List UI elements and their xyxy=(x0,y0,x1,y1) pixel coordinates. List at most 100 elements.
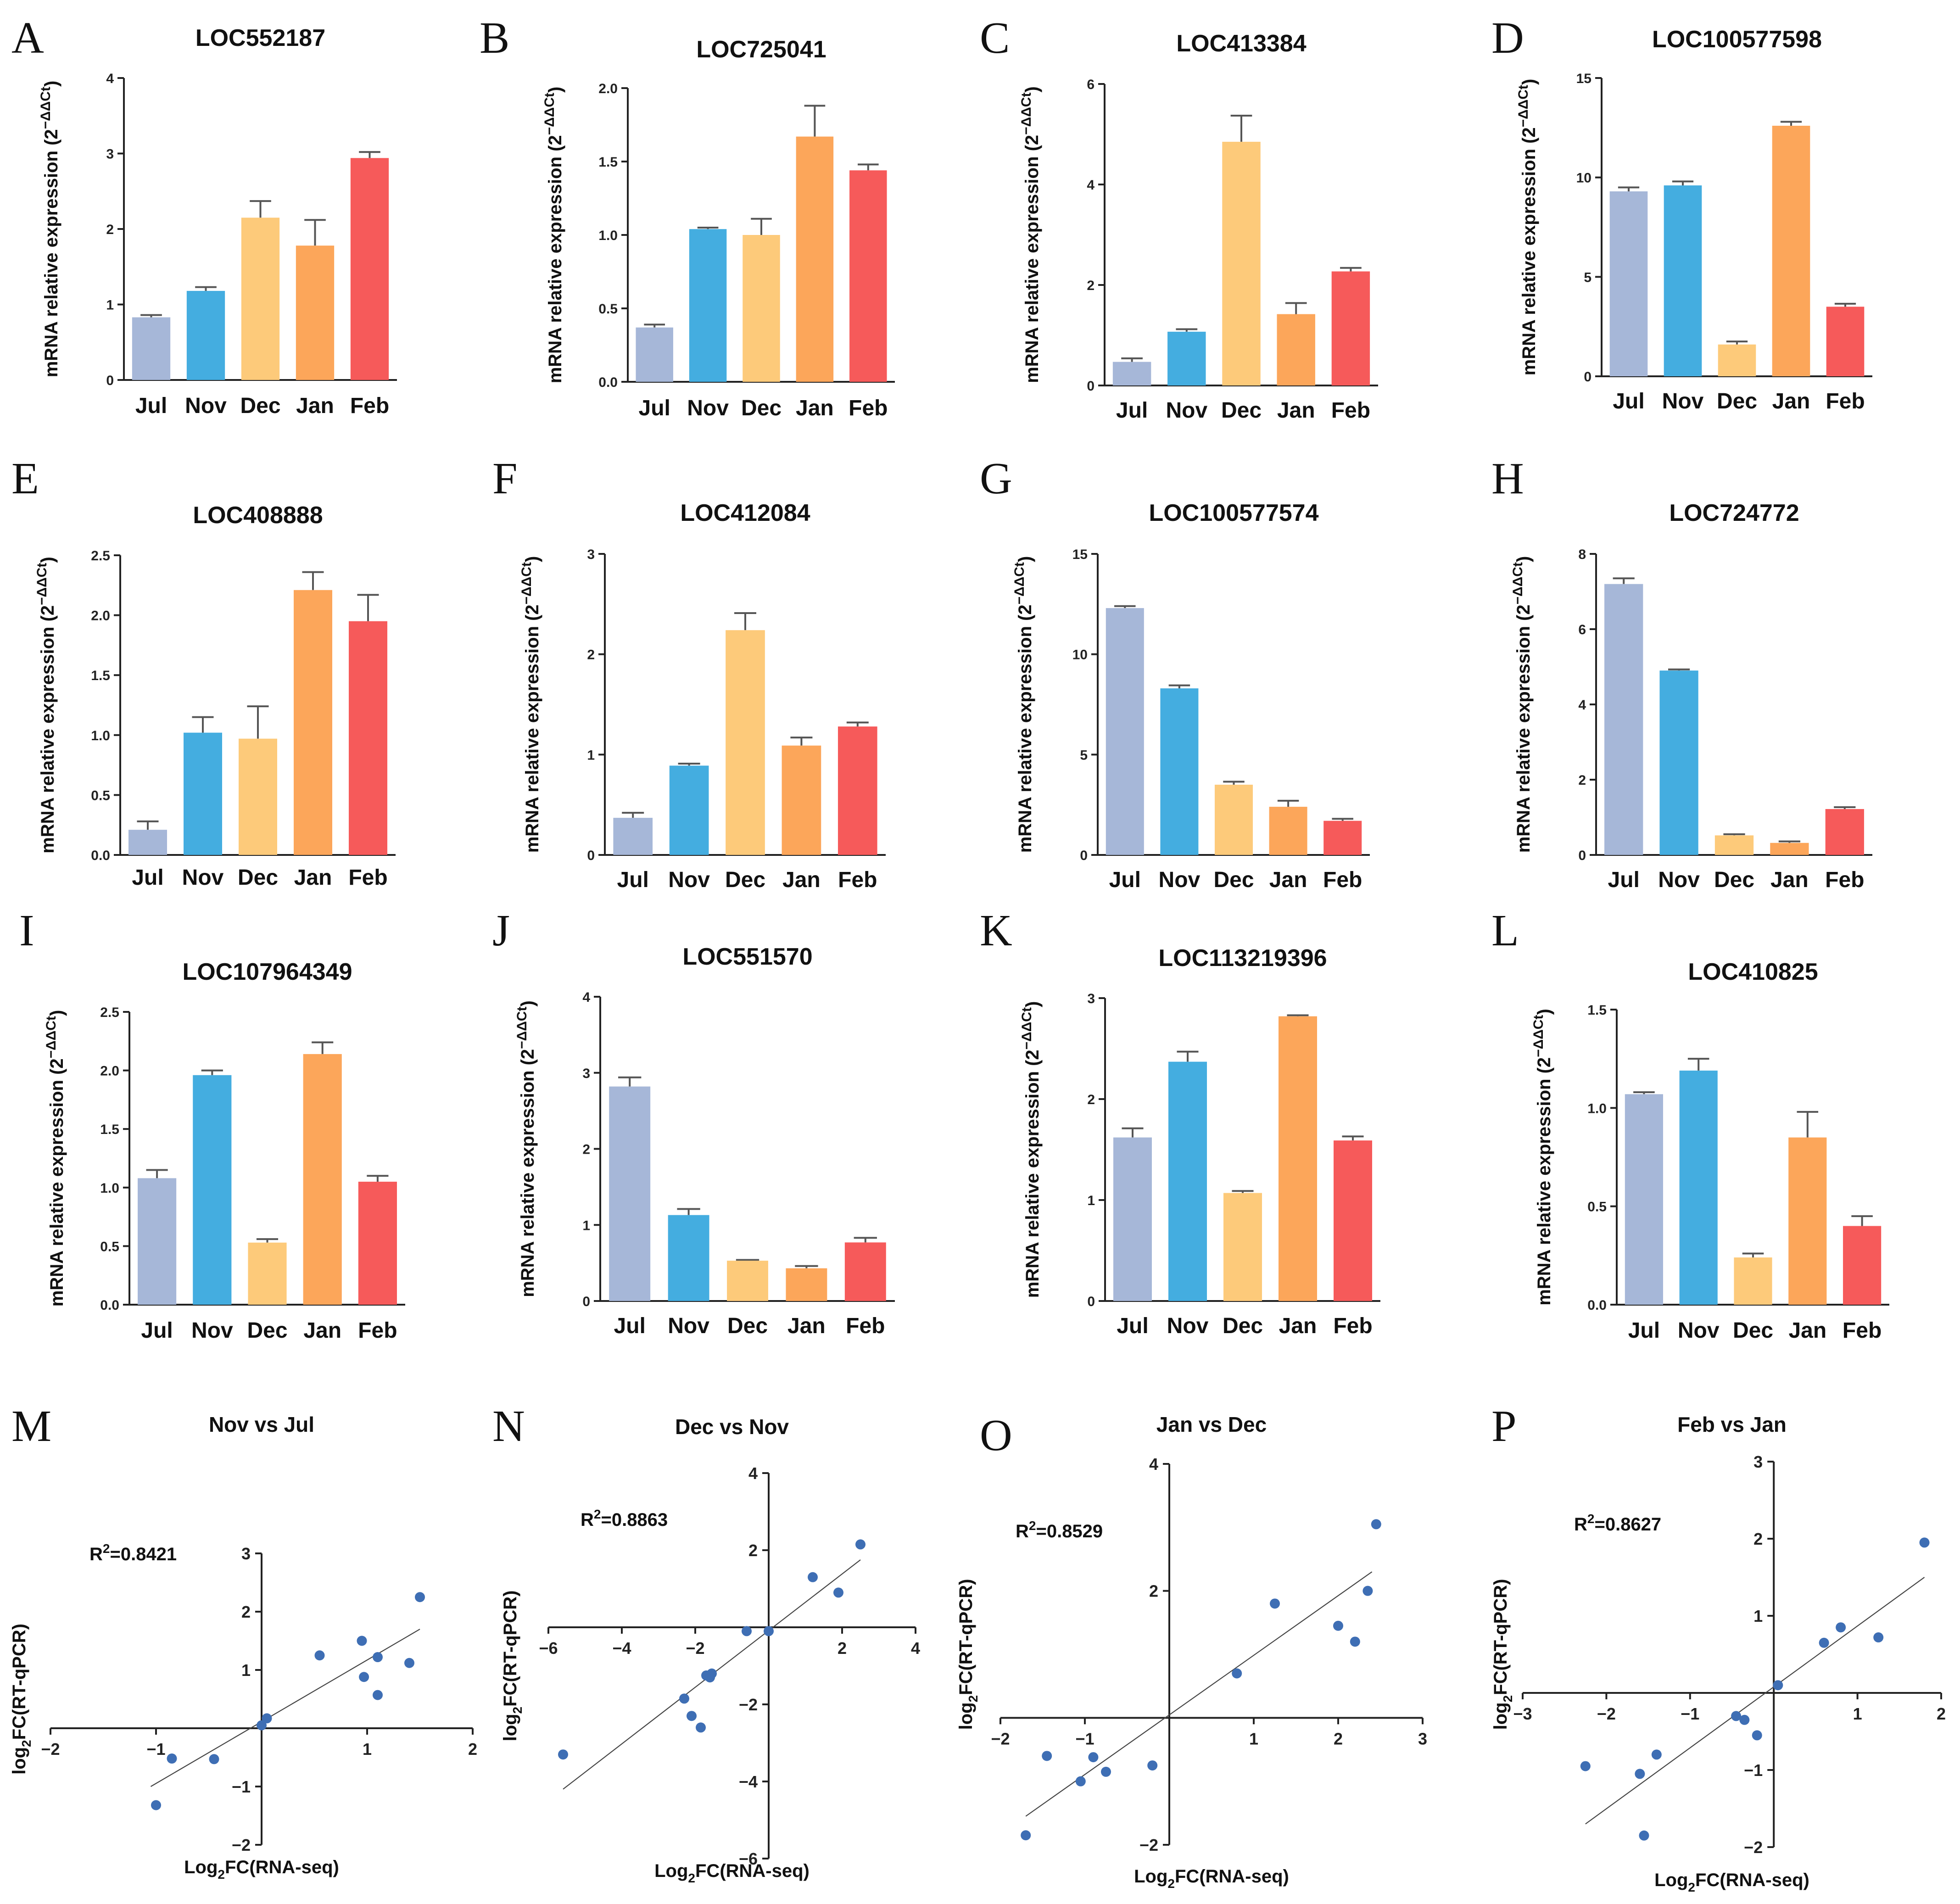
x-tick-label: Jan xyxy=(1279,1314,1317,1338)
y-tick-label: 1 xyxy=(106,298,114,313)
bar-feb xyxy=(1843,1226,1882,1305)
y-tick-label: 6 xyxy=(1578,622,1586,637)
x-tick-label: Feb xyxy=(350,394,389,418)
y-tick-label: 1.0 xyxy=(1587,1101,1607,1116)
x-tick-label: Nov xyxy=(668,868,710,892)
y-axis-label-close: ) xyxy=(522,556,542,562)
chart-title: Nov vs Jul xyxy=(209,1413,314,1436)
y-tick-label: 2 xyxy=(1149,1582,1158,1601)
y-axis-label-close: ) xyxy=(1022,86,1042,92)
data-point xyxy=(357,1636,367,1646)
panel-letter: N xyxy=(492,1401,525,1451)
data-point xyxy=(1147,1760,1158,1771)
x-axis-label-subscript: 2 xyxy=(1688,1880,1695,1894)
data-point xyxy=(1651,1749,1662,1760)
y-axis-label-close: ) xyxy=(1513,556,1534,562)
y-axis-label: mRNA relative expression (2−ΔΔCt) xyxy=(1019,86,1042,383)
data-point xyxy=(1371,1519,1381,1530)
data-point xyxy=(1639,1830,1649,1841)
y-tick-label: 2.5 xyxy=(91,548,110,564)
y-axis-label: log2FC(RT-qPCR) xyxy=(500,1591,525,1742)
panel-j: J LOC551570 mRNA relative expression (2−ΔΔ… xyxy=(492,906,895,1338)
x-tick-label: Jul xyxy=(639,396,670,420)
panel-letter: E xyxy=(11,454,39,503)
y-axis-label-subscript: 2 xyxy=(510,1707,525,1714)
x-tick-label: Jan xyxy=(1269,868,1307,892)
data-point xyxy=(1363,1586,1373,1596)
bar-dec xyxy=(1222,141,1261,385)
bar-jan xyxy=(1277,314,1315,385)
x-tick-label: 3 xyxy=(1418,1729,1427,1748)
x-tick-label: Jul xyxy=(132,865,163,890)
chart-title: LOC410825 xyxy=(1688,959,1818,985)
data-point xyxy=(314,1650,325,1661)
panel-letter: B xyxy=(480,13,509,63)
x-tick-label: Feb xyxy=(838,868,877,892)
x-tick-label: Nov xyxy=(1662,389,1704,413)
r-squared-symbol: R xyxy=(1016,1521,1029,1541)
bar-jan xyxy=(1788,1137,1827,1305)
x-tick-label: Dec xyxy=(1221,398,1262,423)
y-tick-label: 0 xyxy=(587,848,595,863)
y-tick-label: 5 xyxy=(1080,748,1088,763)
r-squared: R2=0.8863 xyxy=(581,1507,668,1530)
bar-jul xyxy=(128,830,167,855)
y-axis-label: mRNA relative expression (2−ΔΔCt) xyxy=(1019,1001,1043,1298)
x-tick-label: −2 xyxy=(991,1729,1010,1748)
bar-jan xyxy=(782,745,821,855)
bar-dec xyxy=(1714,835,1754,855)
x-axis-label-rest: FC(RNA-seq) xyxy=(695,1861,810,1881)
y-tick-label: −2 xyxy=(1139,1836,1158,1854)
bar-nov xyxy=(1167,331,1206,385)
y-tick-label: 2 xyxy=(241,1602,251,1621)
data-point xyxy=(415,1592,425,1602)
y-tick-label: 2 xyxy=(106,222,114,237)
data-point xyxy=(808,1572,818,1582)
data-point xyxy=(1350,1636,1360,1647)
y-axis-label: mRNA relative expression (2−ΔΔCt) xyxy=(1516,79,1539,376)
panel-b: B LOC725041 mRNA relative expression (2−ΔΔ… xyxy=(480,13,895,420)
x-tick-label: Feb xyxy=(1825,868,1864,892)
y-axis-label-superscript: −ΔΔCt xyxy=(34,563,50,605)
y-axis-label: mRNA relative expression (2−ΔΔCt) xyxy=(1531,1009,1554,1306)
y-axis-label-rest: FC(RT-qPCR) xyxy=(1491,1579,1511,1695)
x-tick-label: −4 xyxy=(612,1639,631,1658)
x-axis-label-text: Log xyxy=(654,1861,688,1881)
data-point xyxy=(373,1690,383,1700)
panel-letter: P xyxy=(1491,1401,1517,1451)
y-tick-label: 1 xyxy=(1087,1193,1095,1208)
x-tick-label: −2 xyxy=(686,1639,704,1658)
y-axis-label-close: ) xyxy=(41,81,61,87)
y-axis-label-superscript: −ΔΔCt xyxy=(1012,562,1027,604)
y-axis-label-superscript: −ΔΔCt xyxy=(1019,1007,1034,1050)
bar-feb xyxy=(844,1242,886,1301)
data-point xyxy=(1088,1752,1099,1763)
bar-jan xyxy=(303,1054,342,1305)
y-axis-label-superscript: −ΔΔCt xyxy=(1510,562,1525,604)
x-tick-label: Jan xyxy=(796,396,834,420)
bar-jul xyxy=(613,818,653,855)
y-tick-label: 0.0 xyxy=(91,848,110,863)
data-point xyxy=(742,1626,752,1636)
y-axis-label-text: log xyxy=(956,1702,976,1730)
x-tick-label: 1 xyxy=(1249,1729,1258,1748)
panel-g: G LOC100577574 mRNA relative expression (2… xyxy=(980,454,1370,892)
data-point xyxy=(1042,1751,1052,1761)
y-tick-label: −2 xyxy=(739,1695,758,1714)
x-tick-label: Feb xyxy=(348,865,387,890)
y-axis-label-close: ) xyxy=(38,557,58,563)
bar-dec xyxy=(1718,344,1756,376)
y-tick-label: 4 xyxy=(748,1464,758,1483)
y-tick-label: 2 xyxy=(748,1541,758,1560)
y-tick-label: 2 xyxy=(587,648,595,663)
bar-nov xyxy=(184,732,222,855)
y-axis-label: mRNA relative expression (2−ΔΔCt) xyxy=(514,1000,538,1297)
y-tick-label: 2 xyxy=(1578,773,1586,788)
bar-nov xyxy=(1664,185,1702,376)
data-point xyxy=(1101,1766,1111,1777)
bar-jan xyxy=(796,136,834,382)
chart-title: Dec vs Nov xyxy=(675,1415,789,1439)
y-tick-label: 0.0 xyxy=(100,1298,119,1313)
y-axis-label-text: mRNA relative expression (2 xyxy=(1519,127,1539,375)
x-tick-label: Dec xyxy=(725,868,765,892)
